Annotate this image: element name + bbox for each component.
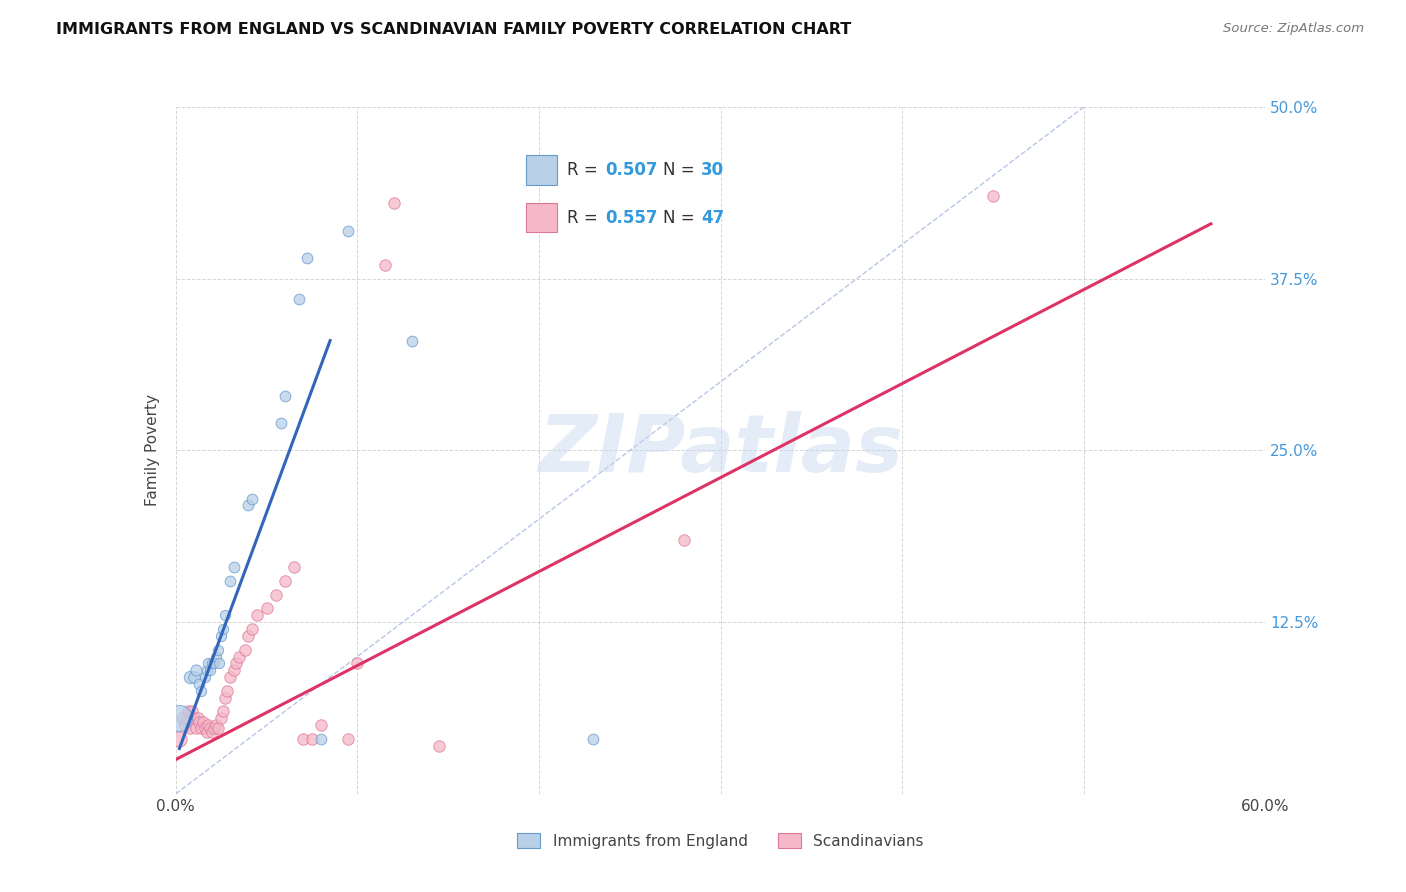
- Point: [179, 670, 201, 684]
- Point: [202, 721, 225, 735]
- Point: [207, 721, 229, 735]
- Point: [204, 718, 226, 732]
- Point: [427, 739, 450, 753]
- Point: [200, 663, 222, 677]
- Point: [256, 601, 278, 615]
- Point: [233, 642, 256, 657]
- Point: [200, 721, 222, 735]
- Point: [374, 258, 396, 272]
- Point: [202, 657, 225, 671]
- Point: [274, 574, 297, 588]
- Point: [240, 491, 263, 506]
- Point: [337, 731, 360, 746]
- Point: [172, 711, 194, 725]
- Point: [240, 622, 263, 636]
- Point: [209, 711, 232, 725]
- Point: [264, 588, 287, 602]
- Point: [222, 560, 245, 574]
- Point: [246, 608, 269, 623]
- Point: [207, 642, 229, 657]
- Point: [184, 721, 207, 735]
- Point: [197, 718, 219, 732]
- Text: Source: ZipAtlas.com: Source: ZipAtlas.com: [1223, 22, 1364, 36]
- Point: [194, 670, 217, 684]
- Point: [188, 715, 211, 730]
- Point: [179, 721, 201, 735]
- Point: [212, 705, 235, 719]
- Point: [238, 629, 260, 643]
- Point: [238, 499, 260, 513]
- Point: [190, 721, 212, 735]
- Point: [191, 715, 214, 730]
- Point: [186, 711, 209, 725]
- Point: [274, 388, 297, 402]
- Point: [382, 196, 405, 211]
- Point: [291, 731, 314, 746]
- Point: [184, 663, 207, 677]
- Point: [173, 718, 195, 732]
- Point: [337, 224, 360, 238]
- Text: ZIPatlas: ZIPatlas: [538, 411, 903, 490]
- Point: [288, 293, 311, 307]
- Point: [301, 731, 323, 746]
- Point: [194, 721, 217, 735]
- Point: [177, 705, 200, 719]
- Point: [197, 657, 219, 671]
- Point: [219, 670, 242, 684]
- Point: [169, 731, 191, 746]
- Point: [582, 731, 605, 746]
- Point: [673, 533, 696, 547]
- Point: [309, 718, 332, 732]
- Legend: Immigrants from England, Scandinavians: Immigrants from England, Scandinavians: [512, 827, 929, 855]
- Point: [214, 690, 236, 705]
- Point: [219, 574, 242, 588]
- Point: [270, 416, 292, 430]
- Point: [309, 731, 332, 746]
- Point: [204, 649, 226, 664]
- Point: [181, 705, 204, 719]
- Point: [176, 711, 198, 725]
- Point: [183, 711, 205, 725]
- Point: [195, 725, 218, 739]
- Point: [295, 251, 318, 265]
- Point: [212, 622, 235, 636]
- Point: [201, 725, 224, 739]
- Point: [190, 683, 212, 698]
- Point: [225, 657, 247, 671]
- Y-axis label: Family Poverty: Family Poverty: [145, 394, 160, 507]
- Point: [346, 657, 368, 671]
- Point: [209, 629, 232, 643]
- Point: [195, 663, 218, 677]
- Point: [401, 334, 423, 348]
- Point: [228, 649, 250, 664]
- Point: [201, 657, 224, 671]
- Point: [283, 560, 305, 574]
- Point: [208, 657, 231, 671]
- Point: [188, 677, 211, 691]
- Point: [214, 608, 236, 623]
- Point: [222, 663, 245, 677]
- Point: [981, 189, 1004, 203]
- Point: [215, 683, 238, 698]
- Text: IMMIGRANTS FROM ENGLAND VS SCANDINAVIAN FAMILY POVERTY CORRELATION CHART: IMMIGRANTS FROM ENGLAND VS SCANDINAVIAN …: [56, 22, 852, 37]
- Point: [183, 670, 205, 684]
- Point: [169, 711, 191, 725]
